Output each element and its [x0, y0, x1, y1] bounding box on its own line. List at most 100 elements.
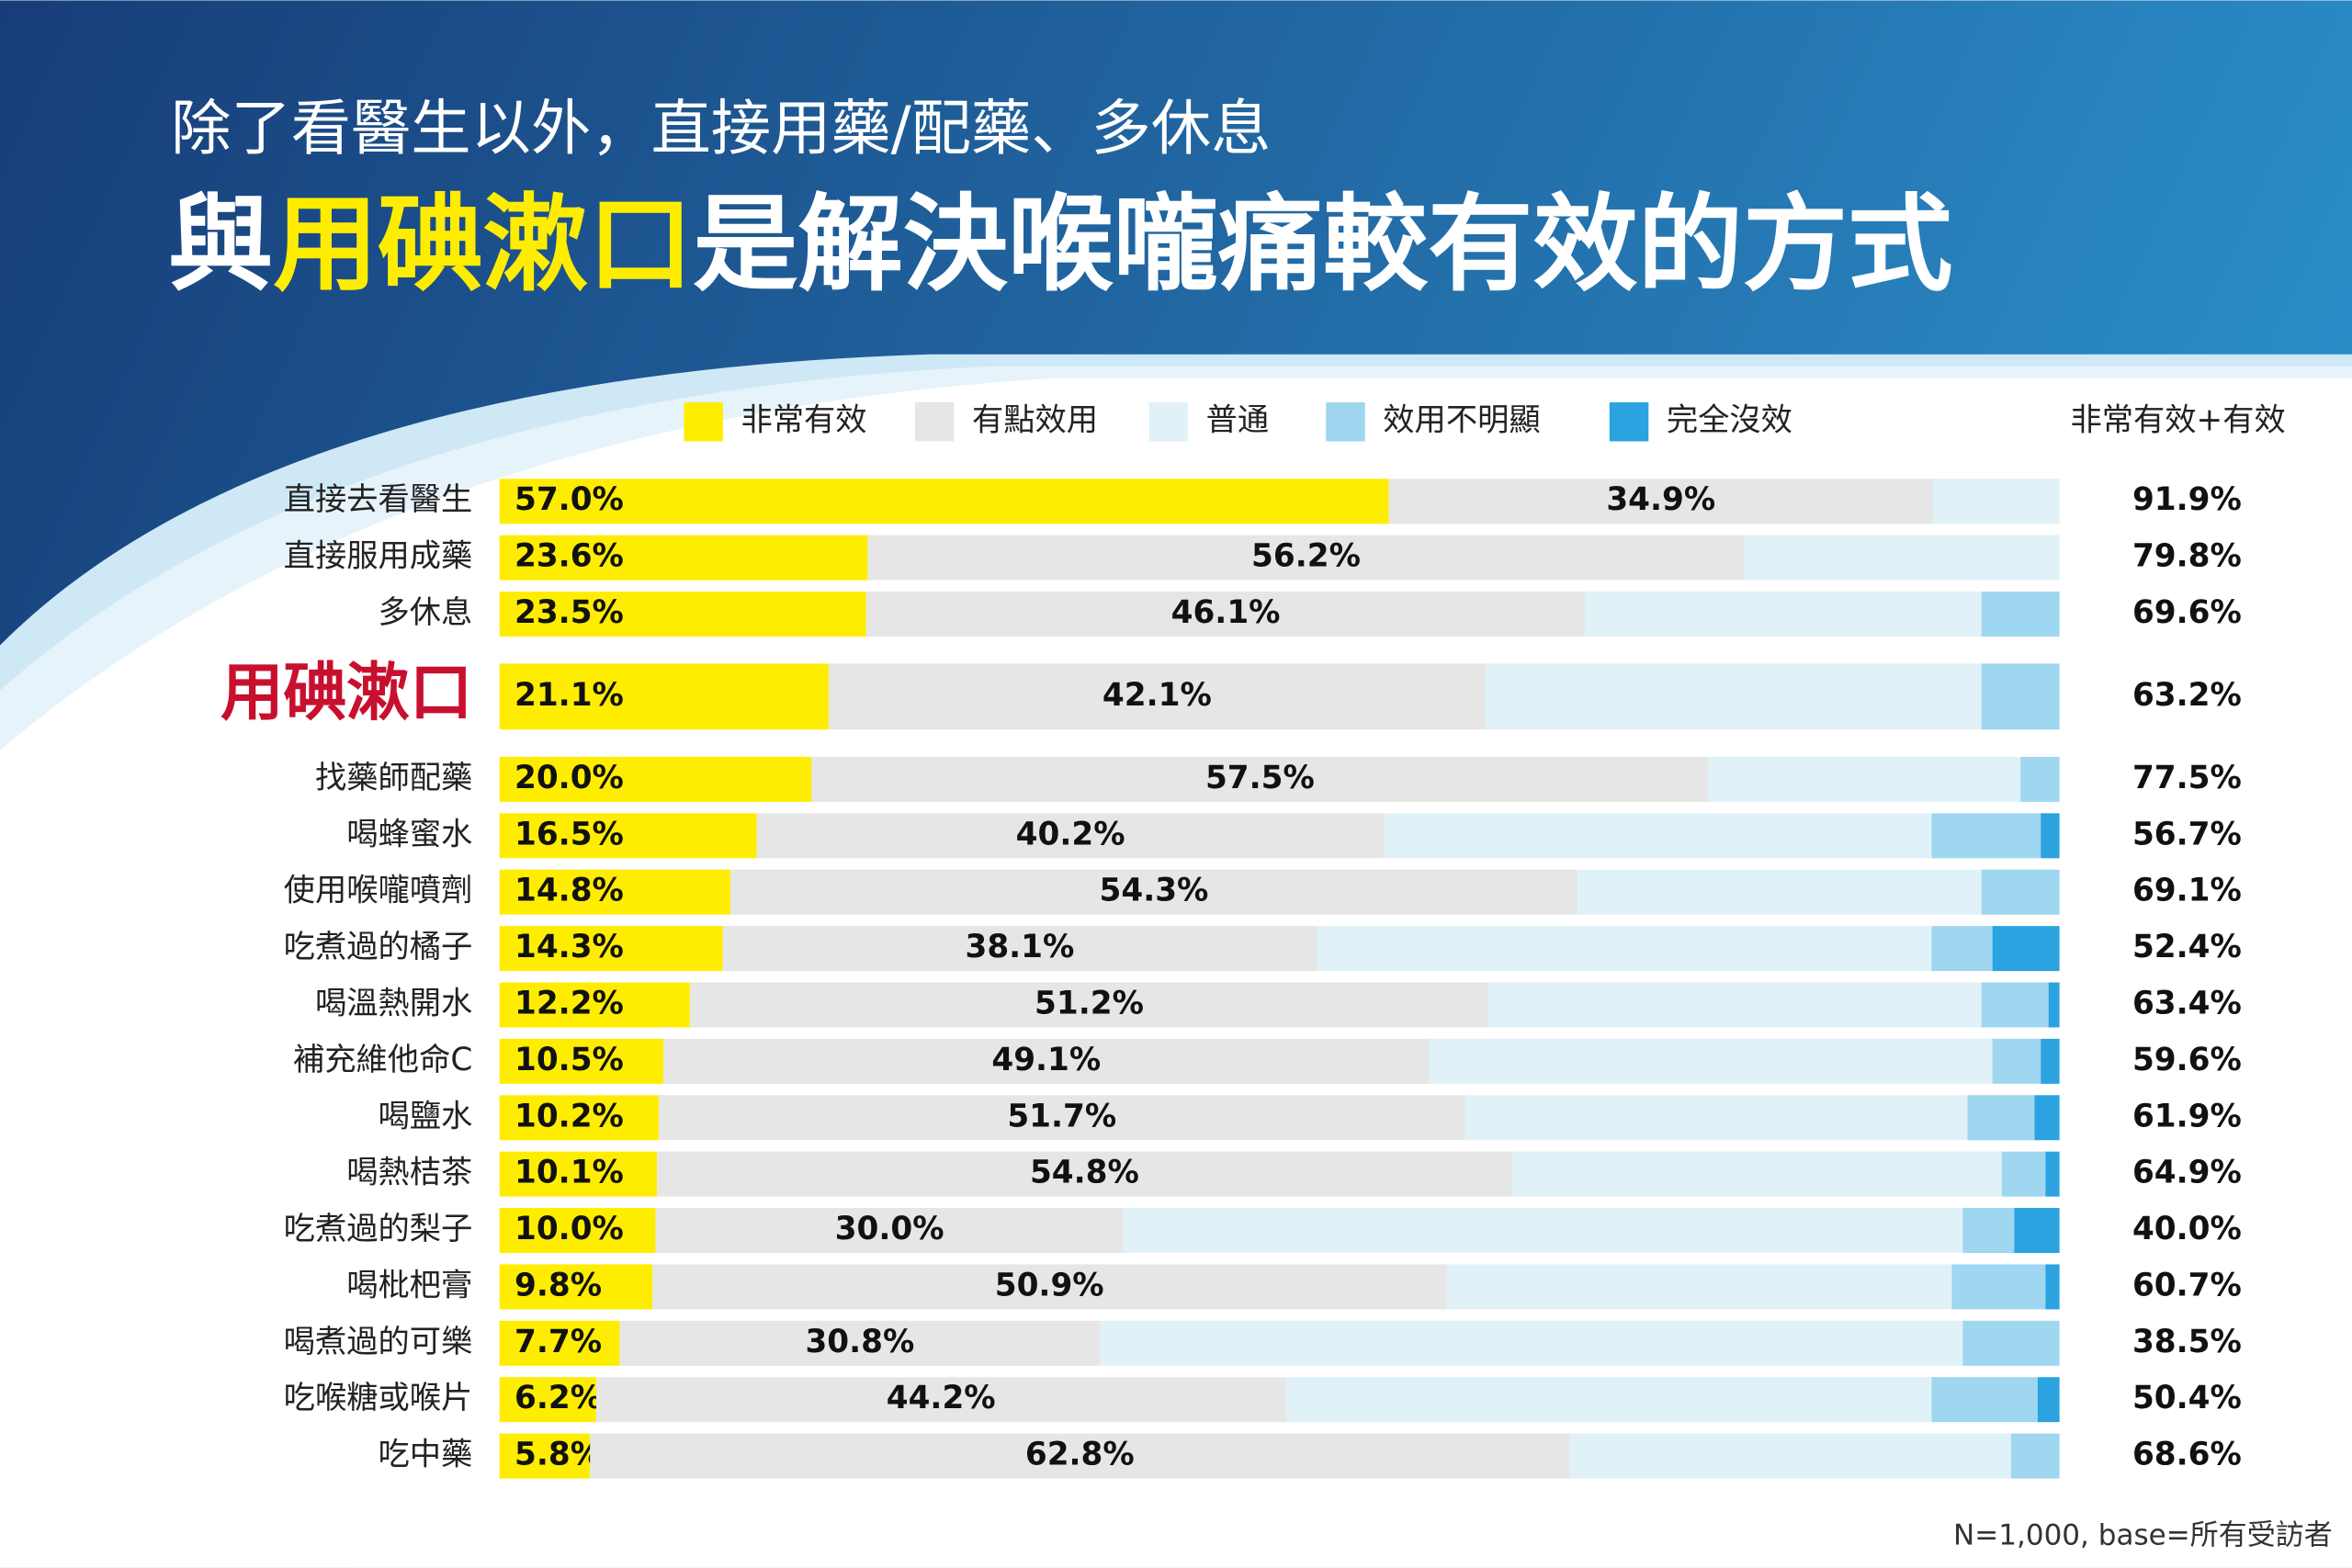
category-label: 喝熱桔茶 [346, 1155, 472, 1191]
bar-segment [1488, 982, 1982, 1028]
value-label: 20.0% [514, 760, 624, 796]
bar-segment [1100, 1320, 1963, 1366]
bar-segment [657, 1151, 1512, 1197]
highlight-category-label: 用碘漱口 [220, 656, 472, 729]
value-label: 10.0% [514, 1211, 624, 1247]
value-label: 40.2% [1016, 816, 1125, 852]
legend-swatch [914, 401, 955, 442]
total-label: 64.9% [2132, 1155, 2242, 1191]
bar-segment [1931, 1377, 2038, 1423]
total-label: 77.5% [2132, 760, 2242, 796]
legend-swatch [1609, 401, 1649, 442]
bar-segment [655, 1208, 1124, 1254]
bar-segment [1962, 1208, 2015, 1254]
bar-segment [1384, 813, 1932, 859]
bar-segment [652, 1264, 1447, 1310]
bar-segment [2041, 813, 2060, 859]
total-label: 69.1% [2132, 873, 2242, 909]
title-part: 是解決喉嚨痛較有效的方式 [693, 184, 1952, 306]
value-label: 57.0% [514, 481, 624, 518]
total-label: 59.6% [2132, 1042, 2242, 1078]
value-label: 46.1% [1171, 594, 1281, 631]
bar-segment [590, 1433, 1570, 1479]
bar-segment [2037, 1377, 2060, 1423]
bar-segment [499, 479, 1389, 525]
value-label: 54.8% [1030, 1155, 1139, 1191]
bar-segment [1962, 1320, 2060, 1366]
value-label: 56.2% [1251, 538, 1361, 575]
bar-segment [499, 1320, 620, 1366]
total-label: 61.9% [2132, 1098, 2242, 1134]
bar-segment [756, 813, 1385, 859]
bar-segment [499, 1377, 596, 1423]
bar-segment [2034, 1095, 2060, 1141]
total-label: 52.4% [2132, 929, 2242, 965]
bar-segment [2014, 1208, 2060, 1254]
category-label: 吃喉糖或喉片 [284, 1380, 473, 1416]
bar-segment [499, 535, 868, 581]
category-label: 喝蜂蜜水 [346, 816, 472, 852]
value-label: 62.8% [1025, 1437, 1135, 1473]
bar-segment [499, 592, 866, 637]
value-label: 23.6% [514, 538, 624, 575]
bar-segment [1511, 1151, 2002, 1197]
value-label: 6.2% [514, 1380, 602, 1416]
value-label: 10.1% [514, 1155, 624, 1191]
total-label: 60.7% [2132, 1267, 2242, 1303]
legend-label: 有點效用 [972, 402, 1098, 439]
bar-segment [811, 756, 1709, 802]
value-label: 9.8% [514, 1267, 602, 1303]
bar-segment [1317, 926, 1932, 972]
legend-swatch [1148, 401, 1189, 442]
category-label: 喝枇杷膏 [346, 1267, 472, 1303]
bar-segment [1931, 926, 1993, 972]
bar-segment [2020, 756, 2060, 802]
bar-segment [1388, 479, 1934, 525]
chart-title: 與用碘漱口是解決喉嚨痛較有效的方式 [168, 184, 1953, 306]
bar-segment [1464, 1095, 1968, 1141]
bar-segment [1992, 926, 2060, 972]
category-label: 吃煮過的橘子 [284, 929, 473, 965]
bar-segment [619, 1320, 1101, 1366]
value-label: 10.5% [514, 1042, 624, 1078]
bar-segment [499, 982, 690, 1028]
value-label: 10.2% [514, 1098, 624, 1134]
category-label: 吃煮過的梨子 [284, 1211, 473, 1247]
value-label: 30.8% [805, 1324, 914, 1360]
bar-segment [722, 926, 1317, 972]
value-label: 30.0% [835, 1211, 944, 1247]
note: N=1,000, base=所有受訪者 [1953, 1518, 2333, 1551]
title-part: 與 [168, 184, 273, 306]
category-label: 找藥師配藥 [315, 760, 472, 796]
total-label: 63.2% [2132, 677, 2242, 714]
bar-segment [1446, 1264, 1952, 1310]
value-label: 42.1% [1102, 677, 1212, 714]
bar-segment [1577, 869, 1982, 915]
bar-segment [1569, 1433, 2011, 1479]
total-label: 56.7% [2132, 816, 2242, 852]
category-label: 使用喉嚨噴劑 [284, 873, 473, 909]
value-label: 38.1% [965, 929, 1074, 965]
bar-segment [1933, 479, 2060, 525]
bar-segment [1585, 592, 1982, 637]
bar-segment [1429, 1038, 1993, 1084]
total-label: 79.8% [2132, 538, 2242, 575]
category-label: 吃中藥 [378, 1437, 472, 1473]
value-label: 50.9% [995, 1267, 1104, 1303]
category-label: 補充維他命C [293, 1042, 472, 1078]
value-label: 34.9% [1606, 481, 1715, 518]
category-label: 直接去看醫生 [284, 481, 473, 518]
bar-segment [2001, 1151, 2046, 1197]
subtitle: 除了看醫生以外，直接用藥/配藥、多休息 [171, 94, 1271, 164]
bar-segment [1708, 756, 2021, 802]
total-label: 69.6% [2132, 594, 2242, 631]
bar-segment [499, 1038, 663, 1084]
bar-segment [828, 663, 1486, 730]
total-label: 91.9% [2132, 481, 2242, 518]
bar-segment [1981, 982, 2049, 1028]
bar-segment [499, 1095, 659, 1141]
bar-segment [499, 663, 829, 730]
total-label: 50.4% [2132, 1380, 2242, 1416]
bar-segment [689, 982, 1489, 1028]
